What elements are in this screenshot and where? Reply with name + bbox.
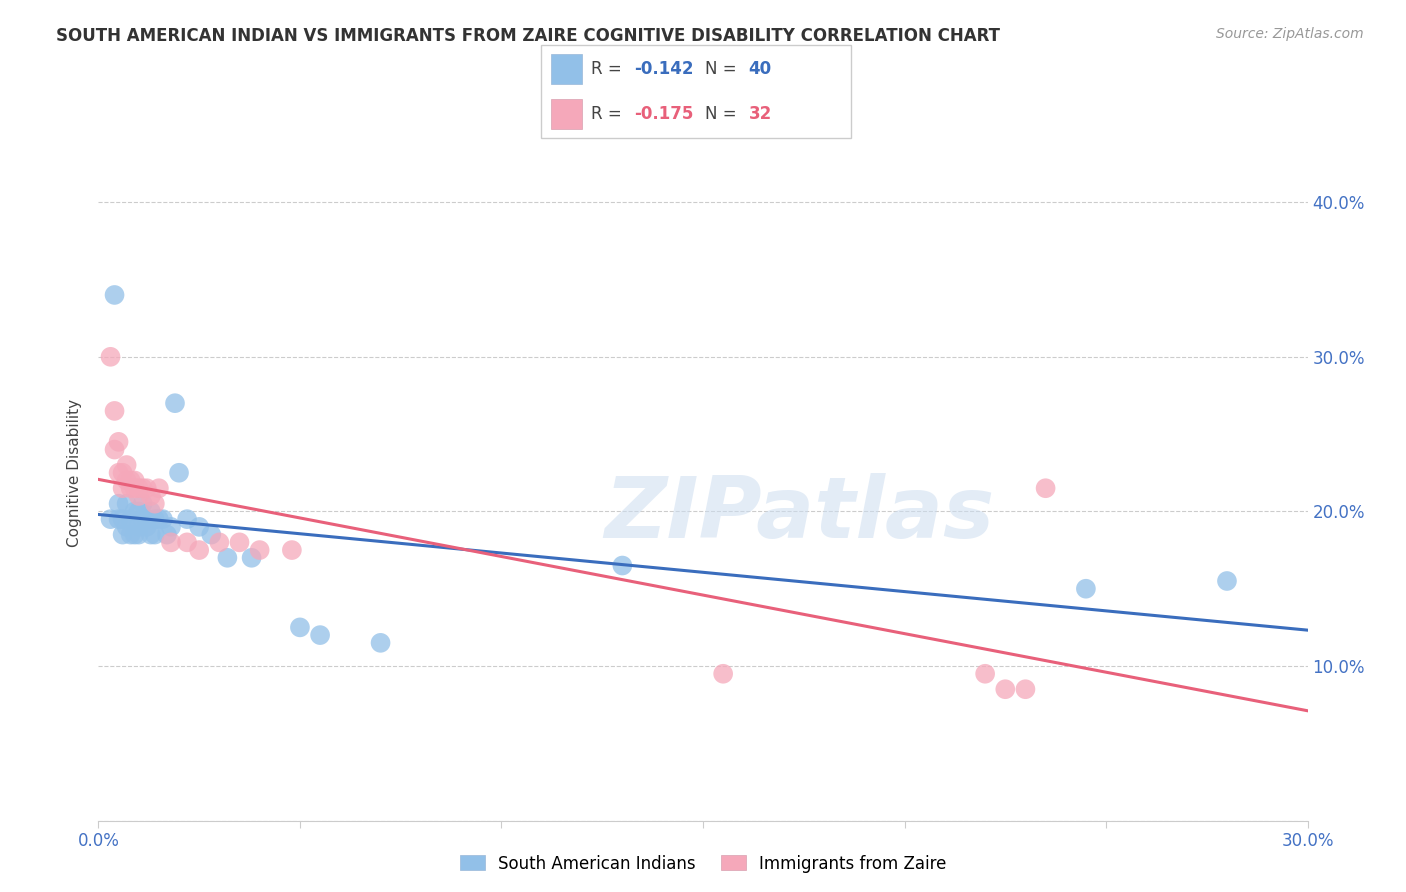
Point: [139, 489, 162, 503]
Point: [111, 466, 134, 480]
Point: [111, 512, 134, 526]
Point: [208, 535, 231, 549]
Point: [288, 620, 311, 634]
Point: [163, 396, 186, 410]
Point: [994, 682, 1017, 697]
Point: [128, 520, 150, 534]
Point: [156, 527, 179, 541]
Text: -0.142: -0.142: [634, 60, 693, 78]
Point: [1035, 481, 1057, 495]
Point: [115, 520, 138, 534]
Point: [120, 474, 142, 488]
Point: [370, 636, 392, 650]
Legend: South American Indians, Immigrants from Zaire: South American Indians, Immigrants from …: [453, 848, 953, 880]
Point: [160, 520, 183, 534]
Point: [281, 543, 304, 558]
Point: [309, 628, 332, 642]
Point: [115, 497, 138, 511]
Point: [124, 527, 146, 541]
Point: [100, 512, 122, 526]
Point: [200, 527, 222, 541]
Point: [100, 350, 122, 364]
Point: [143, 527, 166, 541]
Point: [188, 543, 211, 558]
Text: SOUTH AMERICAN INDIAN VS IMMIGRANTS FROM ZAIRE COGNITIVE DISABILITY CORRELATION : SOUTH AMERICAN INDIAN VS IMMIGRANTS FROM…: [56, 27, 1000, 45]
Text: 32: 32: [748, 105, 772, 123]
Point: [111, 527, 134, 541]
Point: [132, 497, 155, 511]
Point: [124, 474, 146, 488]
Point: [612, 558, 634, 573]
Point: [1014, 682, 1036, 697]
Point: [139, 527, 162, 541]
Point: [135, 512, 157, 526]
Point: [139, 504, 162, 518]
Point: [120, 512, 142, 526]
Point: [128, 489, 150, 503]
Point: [128, 504, 150, 518]
Point: [107, 497, 129, 511]
Point: [148, 512, 170, 526]
Text: N =: N =: [706, 105, 742, 123]
Point: [103, 442, 125, 457]
Point: [228, 535, 250, 549]
Point: [115, 458, 138, 472]
Point: [135, 520, 157, 534]
Point: [103, 404, 125, 418]
Point: [143, 512, 166, 526]
Point: [128, 527, 150, 541]
Point: [176, 512, 198, 526]
Point: [132, 512, 155, 526]
Point: [152, 512, 174, 526]
Point: [103, 288, 125, 302]
Point: [217, 550, 239, 565]
Point: [107, 434, 129, 449]
Point: [115, 474, 138, 488]
Point: [107, 512, 129, 526]
Point: [160, 535, 183, 549]
Point: [120, 527, 142, 541]
Point: [107, 466, 129, 480]
Text: R =: R =: [591, 60, 627, 78]
Point: [124, 481, 146, 495]
Text: ZIPatlas: ZIPatlas: [605, 473, 995, 556]
Point: [1074, 582, 1097, 596]
FancyBboxPatch shape: [551, 54, 582, 84]
FancyBboxPatch shape: [541, 45, 851, 138]
Point: [135, 481, 157, 495]
Point: [148, 481, 170, 495]
Text: Source: ZipAtlas.com: Source: ZipAtlas.com: [1216, 27, 1364, 41]
Point: [188, 520, 211, 534]
Text: R =: R =: [591, 105, 627, 123]
Y-axis label: Cognitive Disability: Cognitive Disability: [67, 399, 83, 547]
Point: [132, 481, 155, 495]
Text: N =: N =: [706, 60, 742, 78]
Text: -0.175: -0.175: [634, 105, 693, 123]
Point: [249, 543, 271, 558]
Point: [124, 504, 146, 518]
FancyBboxPatch shape: [551, 99, 582, 129]
Point: [240, 550, 263, 565]
Point: [1216, 574, 1239, 588]
Point: [711, 666, 734, 681]
Point: [128, 481, 150, 495]
Point: [176, 535, 198, 549]
Point: [120, 481, 142, 495]
Point: [974, 666, 997, 681]
Point: [167, 466, 190, 480]
Text: 40: 40: [748, 60, 772, 78]
Point: [143, 497, 166, 511]
Point: [111, 481, 134, 495]
